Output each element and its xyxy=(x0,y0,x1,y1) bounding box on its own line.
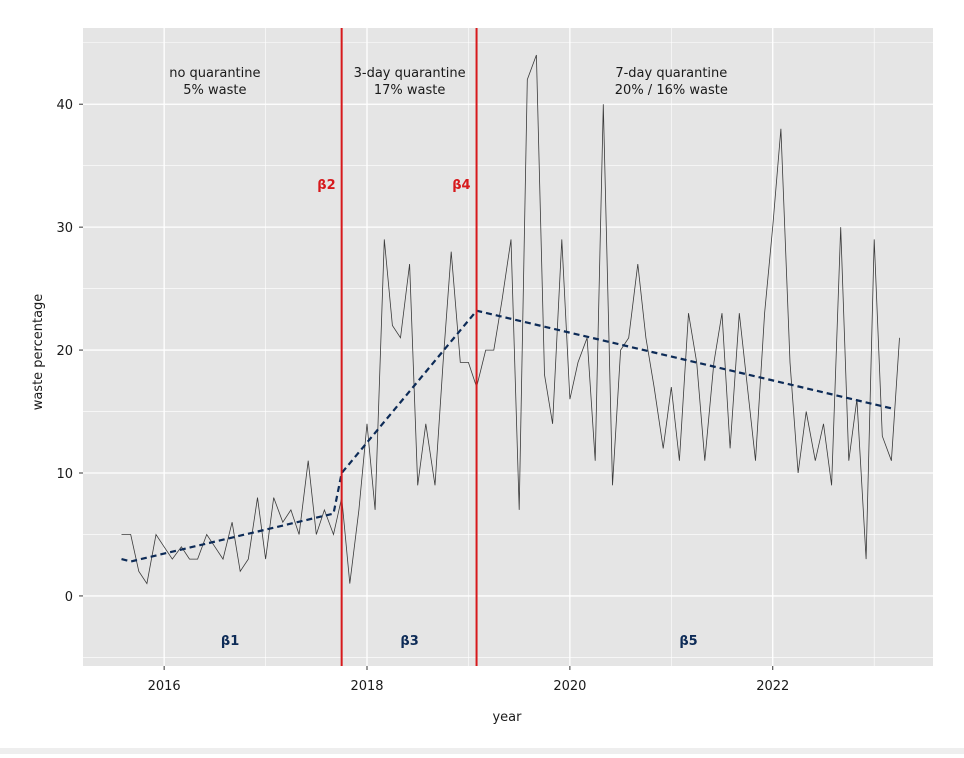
grid-major xyxy=(83,28,933,666)
period-annotation: 17% waste xyxy=(374,83,446,98)
y-tick-label: 30 xyxy=(56,221,73,236)
y-tick-label: 20 xyxy=(56,344,73,359)
period-annotation: no quarantine xyxy=(169,66,260,81)
breakpoint-layer: β2 β4 β1 β3 β5 xyxy=(221,28,698,666)
segment-label: β1 xyxy=(221,634,239,649)
x-tick-label: 2020 xyxy=(553,679,586,694)
grid-minor xyxy=(83,28,933,666)
y-axis-label: waste percentage xyxy=(31,294,46,411)
y-tick-label: 40 xyxy=(56,98,73,113)
x-axis-label: year xyxy=(492,710,522,725)
breakpoint-label: β4 xyxy=(452,178,470,193)
x-tick-label: 2016 xyxy=(148,679,181,694)
y-tick-label: 10 xyxy=(56,467,73,482)
y-axis-ticks: 0 10 20 30 40 xyxy=(56,98,83,605)
period-annotation: 5% waste xyxy=(183,83,246,98)
breakpoint-label: β2 xyxy=(317,178,335,193)
period-annotation: 20% / 16% waste xyxy=(615,83,728,98)
series-layer xyxy=(121,54,900,585)
annotation-layer: no quarantine 5% waste 3-day quarantine 17%… xyxy=(169,66,728,98)
trend-line xyxy=(121,309,895,563)
segment-label: β3 xyxy=(400,634,418,649)
x-tick-label: 2022 xyxy=(756,679,789,694)
x-axis-ticks: 2016 2018 2020 2022 xyxy=(148,666,789,694)
segment-label: β5 xyxy=(679,634,697,649)
y-tick-label: 0 xyxy=(65,590,73,605)
waste-series-line xyxy=(121,54,900,585)
plot-panel xyxy=(83,28,933,666)
bottom-strip xyxy=(0,748,964,754)
x-tick-label: 2018 xyxy=(350,679,383,694)
period-annotation: 3-day quarantine xyxy=(354,66,466,81)
period-annotation: 7-day quarantine xyxy=(615,66,727,81)
